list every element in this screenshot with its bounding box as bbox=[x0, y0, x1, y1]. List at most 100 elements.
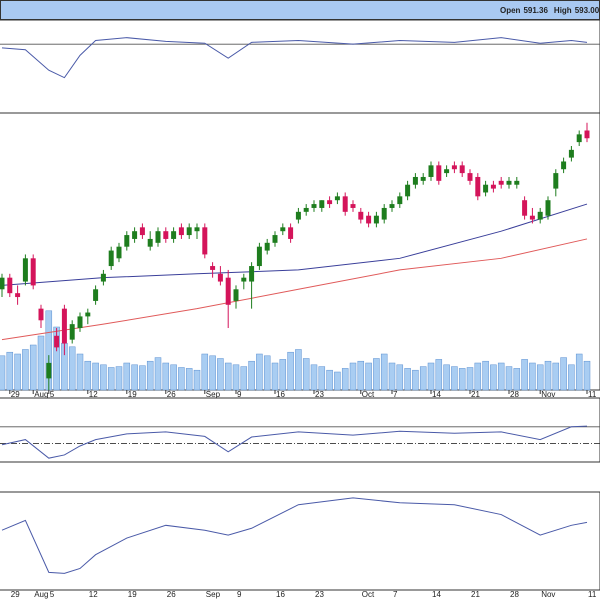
volume-bar bbox=[326, 369, 333, 391]
candle-body bbox=[171, 231, 177, 239]
candle-body bbox=[568, 149, 574, 158]
date-label: 11 bbox=[588, 390, 597, 399]
volume-bar bbox=[443, 364, 450, 391]
candle-body bbox=[506, 180, 512, 185]
volume-bar bbox=[100, 364, 107, 391]
volume-bar bbox=[217, 358, 224, 391]
volume-bar bbox=[412, 369, 419, 391]
volume-bar bbox=[302, 358, 310, 391]
candle-body bbox=[342, 196, 348, 212]
candle-body bbox=[373, 215, 379, 224]
volume-bar bbox=[521, 359, 528, 391]
candle-body bbox=[529, 215, 535, 220]
date-label: 23 bbox=[315, 590, 324, 599]
candle-body bbox=[15, 293, 21, 298]
candle-body bbox=[288, 227, 294, 239]
indicator-line bbox=[1, 37, 588, 79]
date-label: Nov bbox=[541, 590, 555, 599]
bottom-panel bbox=[0, 491, 600, 591]
date-label: Sep bbox=[206, 390, 221, 399]
candle-body bbox=[498, 180, 504, 185]
date-label: Sep bbox=[206, 590, 221, 599]
candle-body bbox=[553, 173, 559, 189]
volume-bar bbox=[131, 364, 138, 391]
volume-bar bbox=[154, 357, 162, 391]
volume-bar bbox=[193, 369, 201, 391]
volume-bar bbox=[575, 353, 583, 391]
volume-bar bbox=[396, 364, 404, 391]
volume-bar bbox=[568, 364, 575, 391]
candle-body bbox=[295, 211, 301, 220]
candle-body bbox=[381, 207, 387, 220]
candle-body bbox=[46, 362, 52, 379]
volume-bar bbox=[529, 362, 536, 391]
candle-body bbox=[77, 316, 83, 329]
quote-label: High bbox=[554, 6, 572, 15]
volume-bar bbox=[474, 362, 482, 391]
date-label: 12 bbox=[89, 390, 98, 399]
volume-bar bbox=[37, 335, 45, 391]
date-label: 14 bbox=[432, 590, 441, 599]
candle-body bbox=[350, 204, 356, 208]
date-label: 21 bbox=[471, 590, 480, 599]
date-label: 21 bbox=[471, 390, 480, 399]
candle-body bbox=[108, 250, 114, 267]
candle-body bbox=[444, 169, 450, 174]
volume-bar bbox=[490, 364, 497, 391]
candle-body bbox=[420, 176, 426, 181]
candle-body bbox=[69, 324, 75, 340]
candle-body bbox=[436, 165, 442, 181]
volume-bar bbox=[107, 367, 115, 391]
volume-bar bbox=[583, 360, 591, 391]
candle-body bbox=[319, 200, 325, 208]
candle-body bbox=[217, 273, 223, 282]
volume-bar bbox=[84, 360, 92, 391]
candle-body bbox=[264, 242, 270, 251]
date-label: 16 bbox=[276, 390, 285, 399]
date-label: 23 bbox=[315, 390, 324, 399]
volume-bar bbox=[357, 360, 365, 391]
candle-body bbox=[124, 235, 130, 247]
candle-body bbox=[61, 308, 67, 344]
volume-bar bbox=[341, 368, 349, 391]
volume-bar bbox=[92, 362, 99, 391]
candle-body bbox=[459, 165, 465, 174]
volume-bar bbox=[552, 362, 560, 391]
volume-bar bbox=[146, 360, 154, 391]
date-label: 12 bbox=[89, 590, 98, 599]
volume-bar bbox=[419, 366, 427, 391]
volume-bar bbox=[139, 365, 146, 391]
candle-body bbox=[576, 134, 582, 143]
candle-body bbox=[467, 173, 473, 181]
candle-body bbox=[303, 207, 309, 212]
volume-bar bbox=[365, 362, 372, 391]
date-label: 9 bbox=[237, 390, 242, 399]
volume-bar bbox=[185, 368, 193, 391]
candle-body bbox=[7, 277, 13, 294]
volume-bar bbox=[505, 366, 513, 391]
volume-bar bbox=[295, 349, 302, 391]
candle-body bbox=[358, 211, 364, 220]
volume-bar bbox=[14, 353, 21, 391]
date-label: 29 bbox=[11, 390, 20, 399]
volume-bar bbox=[123, 362, 131, 391]
volume-bar bbox=[482, 360, 489, 391]
candle-body bbox=[475, 176, 481, 197]
moving-average bbox=[1, 238, 588, 341]
candle-body bbox=[249, 266, 255, 282]
indicator-line bbox=[1, 497, 588, 574]
volume-bar bbox=[318, 366, 326, 391]
volume-bar bbox=[29, 344, 37, 391]
candle-body bbox=[241, 277, 247, 282]
candle-body bbox=[100, 273, 106, 282]
candle-body bbox=[545, 200, 551, 216]
candle-body bbox=[0, 277, 5, 290]
volume-bar bbox=[53, 326, 60, 391]
volume-bar bbox=[6, 351, 14, 391]
candle-body bbox=[490, 184, 496, 189]
volume-bar bbox=[68, 346, 76, 391]
candle-body bbox=[210, 266, 216, 270]
volume-bar bbox=[458, 368, 466, 391]
